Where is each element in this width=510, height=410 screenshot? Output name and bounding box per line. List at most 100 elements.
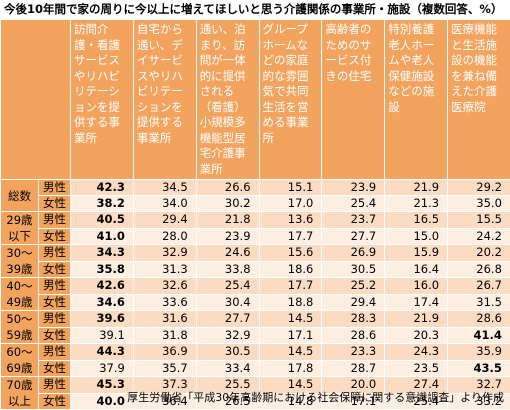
value-cell: 30.2 xyxy=(196,196,259,212)
column-header: 高齢者のためのサービス付きの住宅 xyxy=(322,20,385,180)
value-cell: 33.6 xyxy=(133,294,196,311)
column-header: 通い、泊まり、訪問が一体的に提供される（看護）小規模多機能型居宅介護事業所 xyxy=(196,20,259,180)
value-cell: 28.3 xyxy=(322,311,385,328)
value-cell: 26.6 xyxy=(196,180,259,196)
value-cell: 13.6 xyxy=(259,212,322,229)
value-cell: 35.0 xyxy=(448,196,510,212)
value-cell: 35.8 xyxy=(71,261,134,278)
value-cell: 26.9 xyxy=(322,245,385,262)
value-cell: 23.3 xyxy=(322,344,385,361)
sex-label: 女性 xyxy=(39,261,71,278)
value-cell: 33.4 xyxy=(196,360,259,377)
value-cell: 45.3 xyxy=(71,377,134,394)
age-label: 29歳 xyxy=(1,212,38,228)
value-cell: 29.4 xyxy=(322,294,385,311)
value-cell: 32.6 xyxy=(133,278,196,295)
value-cell: 16.0 xyxy=(385,278,448,295)
value-cell: 28.6 xyxy=(322,327,385,344)
value-cell: 40.5 xyxy=(71,212,134,229)
value-cell: 17.7 xyxy=(259,228,322,245)
value-cell: 39.1 xyxy=(71,327,134,344)
age-label: 50～ xyxy=(1,311,38,327)
value-cell: 24.2 xyxy=(448,228,510,245)
age-cell: 40～49歳 xyxy=(1,278,39,311)
value-cell: 17.4 xyxy=(385,294,448,311)
age-label: 69歳 xyxy=(1,360,38,376)
source-note: 厚生労働省「平成30年高齢期における社会保障に関する意識調査」より作成 xyxy=(127,389,504,405)
value-cell: 38.2 xyxy=(71,196,134,212)
value-cell: 43.5 xyxy=(448,360,510,377)
value-cell: 24.3 xyxy=(385,344,448,361)
value-cell: 15.6 xyxy=(259,245,322,262)
value-cell: 35.7 xyxy=(133,360,196,377)
sex-label: 女性 xyxy=(39,228,71,245)
column-header: 自宅から通い、デイサービスやリハビリテーションを提供する事業所 xyxy=(133,20,196,180)
corner-cell xyxy=(1,20,71,180)
value-cell: 26.8 xyxy=(448,261,510,278)
value-cell: 15.9 xyxy=(385,245,448,262)
age-label: 30～ xyxy=(1,245,38,261)
age-label: 59歳 xyxy=(1,327,38,343)
value-cell: 28.7 xyxy=(322,360,385,377)
value-cell: 17.7 xyxy=(259,278,322,295)
sex-label: 男性 xyxy=(39,377,71,394)
age-cell: 29歳以下 xyxy=(1,212,39,245)
value-cell: 30.5 xyxy=(322,261,385,278)
value-cell: 23.5 xyxy=(385,360,448,377)
value-cell: 29.4 xyxy=(133,212,196,229)
value-cell: 20.2 xyxy=(448,245,510,262)
sex-label: 女性 xyxy=(39,360,71,377)
value-cell: 26.7 xyxy=(448,278,510,295)
value-cell: 41.0 xyxy=(71,228,134,245)
value-cell: 29.2 xyxy=(448,180,510,196)
value-cell: 16.4 xyxy=(385,261,448,278)
value-cell: 16.5 xyxy=(385,212,448,229)
value-cell: 32.9 xyxy=(133,245,196,262)
value-cell: 25.2 xyxy=(322,278,385,295)
age-cell: 50～59歳 xyxy=(1,311,39,344)
value-cell: 28.6 xyxy=(448,311,510,328)
value-cell: 40.0 xyxy=(71,393,134,410)
value-cell: 34.6 xyxy=(71,294,134,311)
value-cell: 27.7 xyxy=(196,311,259,328)
sex-label: 女性 xyxy=(39,327,71,344)
sex-label: 男性 xyxy=(39,245,71,262)
value-cell: 14.5 xyxy=(259,344,322,361)
age-cell: 30～39歳 xyxy=(1,245,39,278)
age-cell: 総数 xyxy=(1,180,39,212)
value-cell: 17.1 xyxy=(259,327,322,344)
value-cell: 31.8 xyxy=(133,327,196,344)
age-label: 40～ xyxy=(1,278,38,294)
value-cell: 17.8 xyxy=(259,360,322,377)
value-cell: 30.5 xyxy=(196,344,259,361)
value-cell: 31.5 xyxy=(448,294,510,311)
age-label: 60～ xyxy=(1,344,38,360)
value-cell: 25.4 xyxy=(196,278,259,295)
sex-label: 女性 xyxy=(39,393,71,410)
age-label: 70歳 xyxy=(1,377,38,393)
value-cell: 23.9 xyxy=(322,180,385,196)
value-cell: 23.7 xyxy=(322,212,385,229)
sex-label: 男性 xyxy=(39,344,71,361)
column-header: 特別養護老人ホームや老人保健施設などの施設 xyxy=(385,20,448,180)
value-cell: 27.7 xyxy=(322,228,385,245)
age-label: 総数 xyxy=(1,188,38,204)
value-cell: 31.6 xyxy=(133,311,196,328)
sex-label: 女性 xyxy=(39,196,71,212)
data-table: 訪問介護・看護サービスやリハビリテーションを提供する事業所自宅から通い、デイサー… xyxy=(0,19,510,410)
value-cell: 42.6 xyxy=(71,278,134,295)
value-cell: 44.3 xyxy=(71,344,134,361)
value-cell: 24.6 xyxy=(196,245,259,262)
value-cell: 36.9 xyxy=(133,344,196,361)
